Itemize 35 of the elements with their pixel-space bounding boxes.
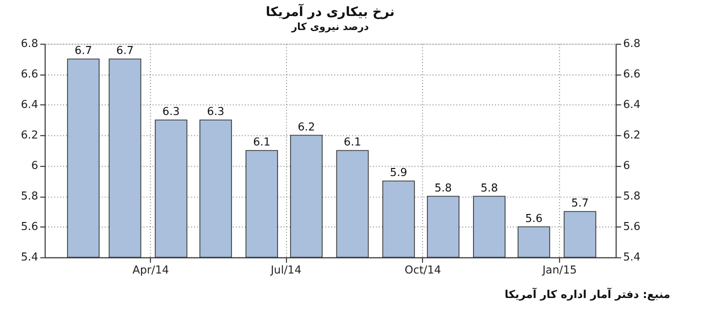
text: منبع: دفتر آمار اداره کار آمریکا	[504, 286, 670, 301]
y-tick-label: 5.8	[20, 190, 38, 203]
data-label: 6.2	[298, 120, 316, 134]
data-label: 5.8	[480, 181, 498, 194]
y2-tick-label: 6.8	[623, 37, 641, 50]
x-tick-label: Jan/15	[541, 264, 577, 277]
data-label: 6.7	[74, 44, 92, 58]
data-label: 6.1	[253, 136, 270, 149]
y2-tick-label: 6.2	[623, 128, 640, 142]
y2-tick-label: 5.4	[623, 250, 641, 264]
x-tick-label: Jul/14	[270, 264, 302, 277]
y-tick-label: 6.2	[20, 128, 38, 142]
y2-tick-label: 6.6	[623, 68, 641, 81]
y2-tick-label: 5.8	[623, 190, 641, 203]
y-tick-label: 6.8	[20, 37, 38, 50]
y2-tick-label: 6	[623, 159, 630, 172]
data-label: 6.1	[344, 136, 362, 149]
y-tick-label: 5.6	[20, 220, 38, 234]
data-label: 6.3	[162, 105, 180, 118]
x-tick-label: Oct/14	[404, 264, 442, 277]
data-label: 6.7	[116, 44, 134, 58]
y2-tick-label: 5.6	[623, 220, 641, 234]
data-label: 5.6	[525, 212, 543, 225]
data-label: 5.8	[434, 181, 452, 194]
x-tick-label: Apr/14	[132, 264, 170, 277]
y2-tick-label: 6.4	[623, 98, 641, 112]
data-label: 5.9	[390, 166, 408, 180]
y-tick-label: 6.6	[20, 68, 38, 81]
data-label: 5.7	[571, 196, 589, 210]
data-label: 6.3	[207, 105, 224, 118]
y-tick-label: 6	[31, 159, 38, 172]
y-tick-label: 5.4	[20, 250, 38, 264]
chart-subtitle: درصد نیروی کار	[290, 22, 369, 33]
chart-title: نرخ بیکاری در آمریکا	[266, 2, 395, 20]
y-tick-label: 6.4	[20, 98, 38, 112]
